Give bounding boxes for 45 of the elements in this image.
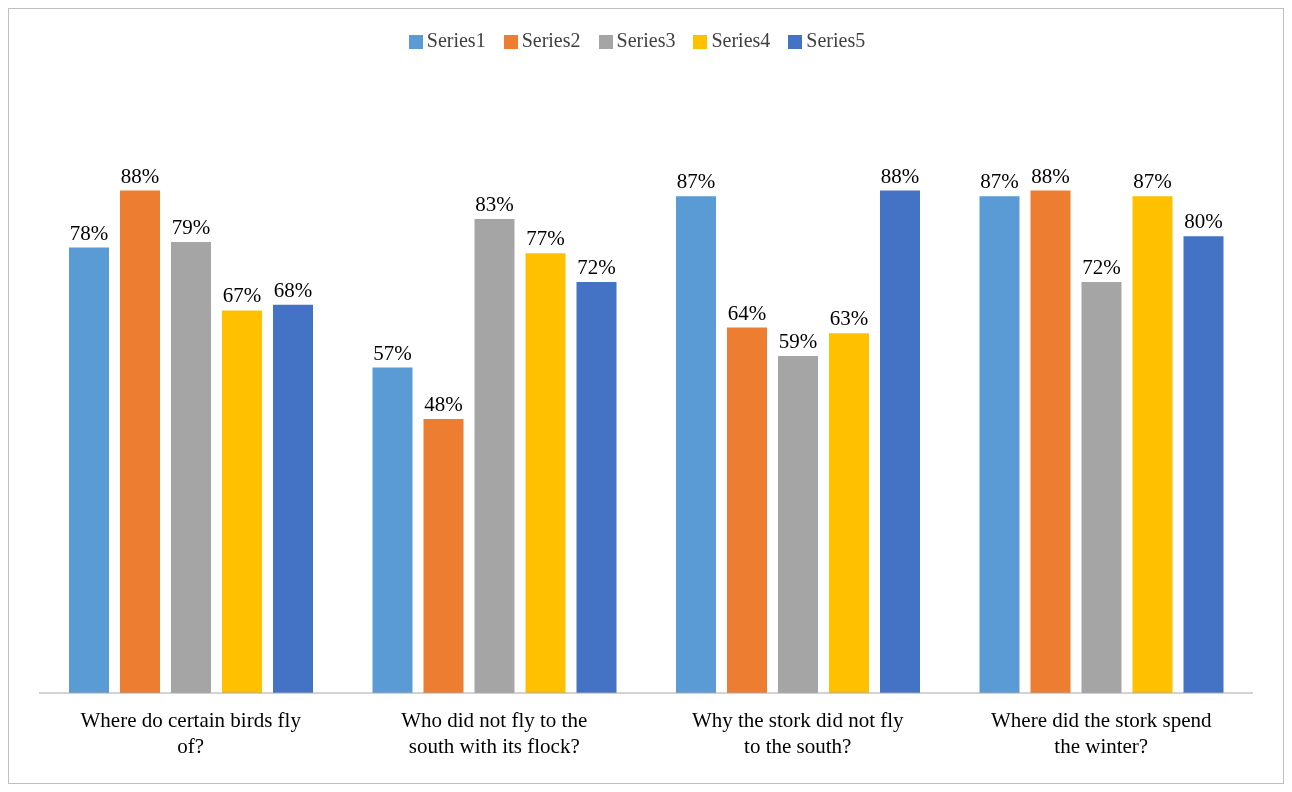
bar (979, 196, 1020, 693)
data-label: 68% (273, 277, 313, 302)
bar (1183, 236, 1224, 693)
bar (222, 310, 262, 693)
x-tick-label: Why the stork did not fly to the south? (691, 708, 905, 758)
legend-label: Series1 (426, 29, 486, 51)
data-label: 77% (526, 226, 565, 251)
data-label: 79% (171, 214, 211, 239)
data-label: 72% (577, 254, 616, 279)
data-label: 87% (1133, 169, 1172, 194)
legend-label: Series5 (806, 29, 866, 51)
bar (1030, 190, 1071, 693)
bar (880, 190, 920, 693)
x-tick-label: Who did not fly to the south with its flock? (401, 708, 588, 758)
bar (1132, 196, 1173, 693)
x-tick-label: Where did the stork spend the winter? (991, 708, 1212, 758)
bar (69, 247, 109, 693)
bar (273, 304, 313, 693)
bar (576, 281, 617, 693)
data-label: 80% (1184, 209, 1223, 234)
bar (676, 196, 716, 693)
data-label: 78% (69, 220, 109, 245)
data-label: 63% (829, 306, 869, 331)
data-label: 87% (980, 169, 1019, 194)
data-label: 59% (778, 329, 818, 354)
legend-label: Series3 (616, 29, 676, 51)
data-label: 88% (880, 163, 920, 188)
legend-label: Series4 (711, 29, 771, 51)
bar (525, 253, 566, 693)
data-label: 83% (475, 192, 514, 217)
data-label: 57% (373, 340, 412, 365)
data-label: 88% (120, 163, 160, 188)
data-label: 87% (676, 169, 716, 194)
bar (120, 190, 160, 693)
bar (372, 367, 413, 693)
bar (727, 327, 767, 693)
data-label: 64% (727, 300, 767, 325)
data-label: 88% (1031, 163, 1070, 188)
x-tick-label: Where do certain birds fly of? (80, 708, 302, 758)
data-label: 48% (424, 391, 463, 416)
data-label: 72% (1082, 254, 1121, 279)
data-label: 67% (222, 283, 262, 308)
legend-label: Series2 (521, 29, 581, 51)
bar (423, 418, 464, 693)
bar (829, 333, 869, 693)
